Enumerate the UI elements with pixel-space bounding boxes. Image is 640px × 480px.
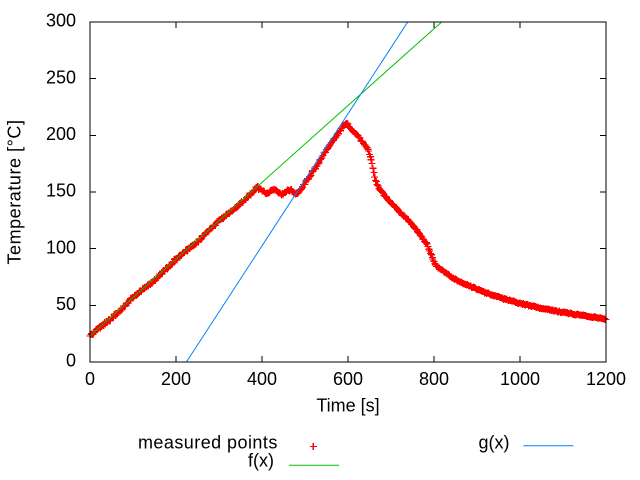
svg-text:measured points: measured points <box>138 433 278 453</box>
svg-text:600: 600 <box>333 369 363 389</box>
svg-text:50: 50 <box>56 294 76 314</box>
svg-text:800: 800 <box>419 369 449 389</box>
svg-text:Temperature [°C]: Temperature [°C] <box>5 119 25 264</box>
svg-text:200: 200 <box>46 124 76 144</box>
svg-text:g(x): g(x) <box>479 433 510 453</box>
svg-text:250: 250 <box>46 67 76 87</box>
svg-text:1200: 1200 <box>586 369 626 389</box>
svg-text:1000: 1000 <box>500 369 540 389</box>
svg-text:f(x): f(x) <box>248 450 274 470</box>
svg-text:200: 200 <box>161 369 191 389</box>
svg-text:400: 400 <box>247 369 277 389</box>
svg-text:0: 0 <box>85 369 95 389</box>
svg-text:100: 100 <box>46 237 76 257</box>
svg-text:Time [s]: Time [s] <box>316 396 379 416</box>
svg-text:150: 150 <box>46 181 76 201</box>
svg-text:300: 300 <box>46 11 76 31</box>
svg-text:0: 0 <box>66 351 76 371</box>
